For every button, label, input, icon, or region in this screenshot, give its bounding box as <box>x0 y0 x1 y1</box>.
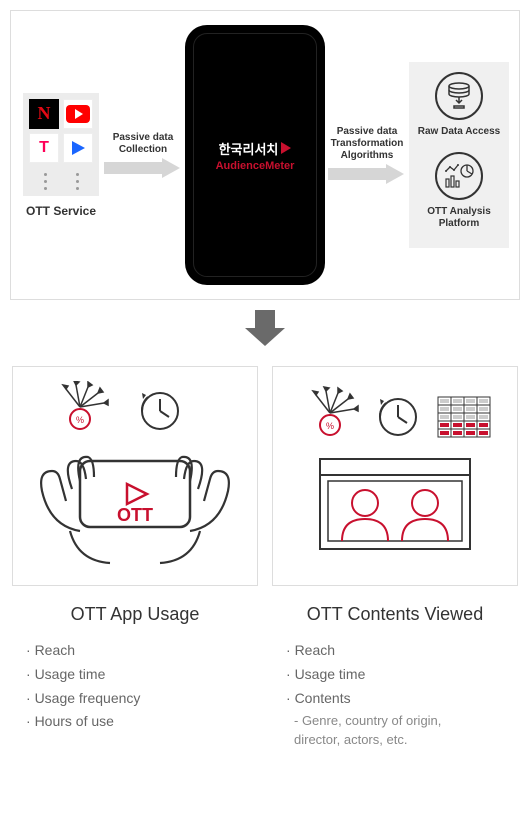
wavve-tile <box>63 133 93 163</box>
contents-viewed-title: OTT Contents Viewed <box>272 604 518 625</box>
list-item: Hours of use <box>26 710 258 734</box>
arrow1-line1: Passive data <box>113 132 174 143</box>
contents-viewed-illustration: % <box>272 366 518 586</box>
ott-service-grid: N T <box>23 93 99 196</box>
list-item: Usage time <box>26 663 258 687</box>
contents-sub-bullet: - Genre, country of origin, director, ac… <box>272 712 518 748</box>
youtube-tile <box>63 99 93 129</box>
arrow-transformation: Passive data Transformation Algorithms <box>328 126 406 184</box>
arrow1-line2: Collection <box>119 144 167 155</box>
phone-mockup: 한국리서치 AudienceMeter <box>185 25 325 285</box>
contents-viewed-column: % <box>272 366 518 749</box>
bottom-row: % OTT <box>0 366 530 749</box>
ott-service-label: OTT Service <box>26 204 96 218</box>
app-usage-column: % OTT <box>12 366 258 749</box>
phone-play-icon <box>281 142 291 154</box>
app-usage-title: OTT App Usage <box>12 604 258 625</box>
platform-label: OTT Analysis Platform <box>413 206 505 230</box>
phone-kor-text: 한국리서치 <box>219 139 279 158</box>
netflix-tile: N <box>29 99 59 129</box>
arrow2-line2: Transformation <box>331 138 404 149</box>
list-item: Usage time <box>286 663 518 687</box>
raw-data-label: Raw Data Access <box>418 126 500 138</box>
app-usage-illustration: % OTT <box>12 366 258 586</box>
svg-text:OTT: OTT <box>117 505 153 525</box>
ott-service-block: N T OTT Service <box>21 93 101 218</box>
svg-text:%: % <box>326 421 334 431</box>
arrow2-line1: Passive data <box>337 126 398 137</box>
arrow-collection: Passive data Collection <box>104 132 182 178</box>
app-usage-list: Reach Usage time Usage frequency Hours o… <box>12 639 258 734</box>
contents-viewed-list: Reach Usage time Contents <box>272 639 518 710</box>
phone-brand-text: AudienceMeter <box>216 160 295 172</box>
list-item: Usage frequency <box>26 687 258 711</box>
tving-tile: T <box>29 133 59 163</box>
list-item: Reach <box>26 639 258 663</box>
svg-text:%: % <box>76 415 84 425</box>
output-panel: Raw Data Access OTT Analysis Platform <box>409 62 509 248</box>
list-item: Reach <box>286 639 518 663</box>
arrow2-line3: Algorithms <box>341 150 394 161</box>
down-arrow <box>0 310 530 348</box>
flow-diagram: N T OTT Service Passive data Collection <box>10 10 520 300</box>
analytics-icon <box>435 152 483 200</box>
list-item: Contents <box>286 687 518 711</box>
database-icon <box>435 72 483 120</box>
